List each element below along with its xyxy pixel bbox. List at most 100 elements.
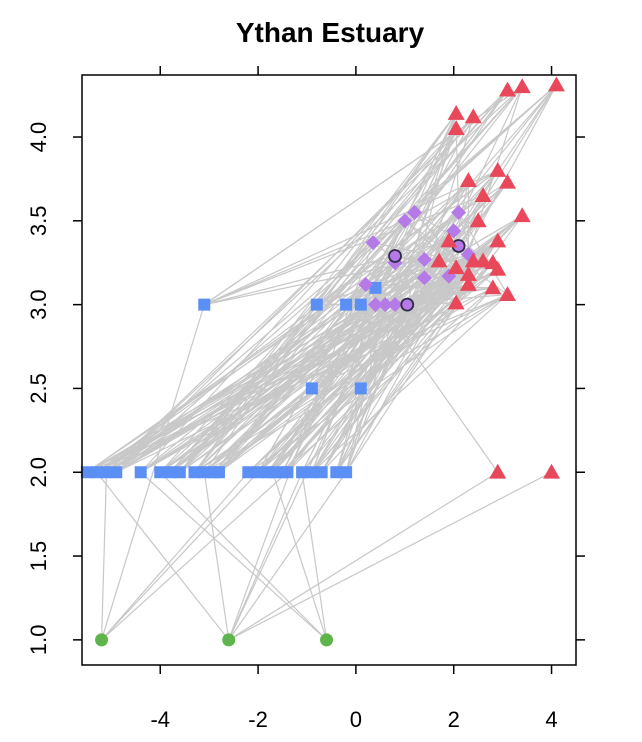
x-tick-label: 4 [545,707,557,732]
food-web-link [458,181,509,247]
food-web-link [228,471,499,641]
triangle-node-point [459,276,477,291]
triangle-node-point [447,259,465,275]
square-node-point [305,466,318,479]
square-node-point [242,466,255,479]
diamond-node-point [387,297,403,313]
food-web-link [203,472,230,640]
food-web-link [101,471,288,641]
diamond-node-point [367,297,383,313]
square-node-point [340,298,353,311]
x-tick-label: 2 [448,707,460,732]
triangle-node-point [469,212,487,228]
food-web-link [179,116,474,473]
food-web-link [272,472,328,641]
food-web-link [204,169,498,306]
food-web-link [115,116,474,473]
triangle-node-point [489,463,507,479]
square-node-point [212,466,225,479]
food-web-link [96,471,230,641]
food-web-link [407,283,469,306]
square-node-point [305,382,318,395]
triangle-node-point [430,252,448,268]
food-web-link [455,128,460,213]
food-web-link [218,277,425,473]
square-node-point [354,298,367,311]
node-layer [80,76,565,647]
food-web-link [194,116,474,473]
diamond-node-point [416,270,432,286]
plot-frame [81,74,577,666]
triangle-node-point [459,172,477,187]
food-web-link [204,255,396,306]
triangle-node-point [474,187,492,203]
square-node-point [100,466,113,479]
food-web-link [423,116,474,278]
food-web-link [140,211,459,473]
chart-title: Ythan Estuary [236,17,425,48]
y-tick-label: 1.5 [26,541,51,572]
food-web-link [204,195,484,306]
diamond-node-point [377,297,393,313]
food-web-link [406,113,457,305]
square-node-point [110,466,123,479]
y-tick-label: 1.0 [26,625,51,656]
food-web-link [404,84,557,222]
food-web-link [101,471,249,641]
triangle-node-point [499,286,517,301]
diamond-node-point [416,251,432,267]
triangle-node-point [474,252,492,268]
food-web-link [100,304,205,641]
square-node-point [340,466,353,479]
triangle-node-point [447,294,465,310]
triangle-node-point [440,232,458,248]
food-web-link [179,113,457,473]
y-tick-label: 2.0 [26,457,51,488]
triangle-node-point [513,78,531,94]
food-web-link [311,84,557,389]
square-node-point [90,466,103,479]
y-tick-label: 3.5 [26,206,51,237]
triangle-node-point [543,463,561,479]
triangle-node-point [489,162,507,177]
food-web-link [257,215,523,473]
food-web-link [204,258,425,306]
food-web-link [272,304,376,473]
y-tick-label: 3.0 [26,289,51,320]
food-web-link [321,275,450,473]
triangle-node-point [499,173,517,189]
food-web-link [365,260,440,286]
diamond-node-point [358,277,374,293]
square-node-point [198,466,211,479]
food-web-link [140,471,327,641]
triangle-node-point [484,279,502,295]
food-web-link [394,262,494,306]
food-web-link [365,284,499,473]
food-web-link [453,181,508,232]
y-tick-label: 2.5 [26,373,51,404]
food-web-link [301,267,457,473]
x-tick-label: -2 [248,707,268,732]
food-web-link [384,170,499,306]
food-web-link [453,86,523,232]
diamond-node-point [397,213,413,229]
diamond-node-point [365,235,381,251]
square-node-point [154,466,167,479]
square-node-point [354,382,367,395]
square-node-point [266,466,279,479]
food-web-link [345,304,408,473]
triangle-node-point [513,207,531,223]
basal-node-point [222,633,236,647]
square-node-point [198,298,211,311]
food-web-link [228,471,347,641]
diamond-node-point [407,204,423,220]
square-node-point [188,466,201,479]
food-web-link [406,215,523,306]
triangle-node-point [447,105,465,120]
food-web-link [228,471,552,641]
y-tick-label: 4.0 [26,122,51,153]
food-web-link [301,472,328,640]
triangle-node-point [447,120,465,136]
square-node-point [80,466,93,479]
